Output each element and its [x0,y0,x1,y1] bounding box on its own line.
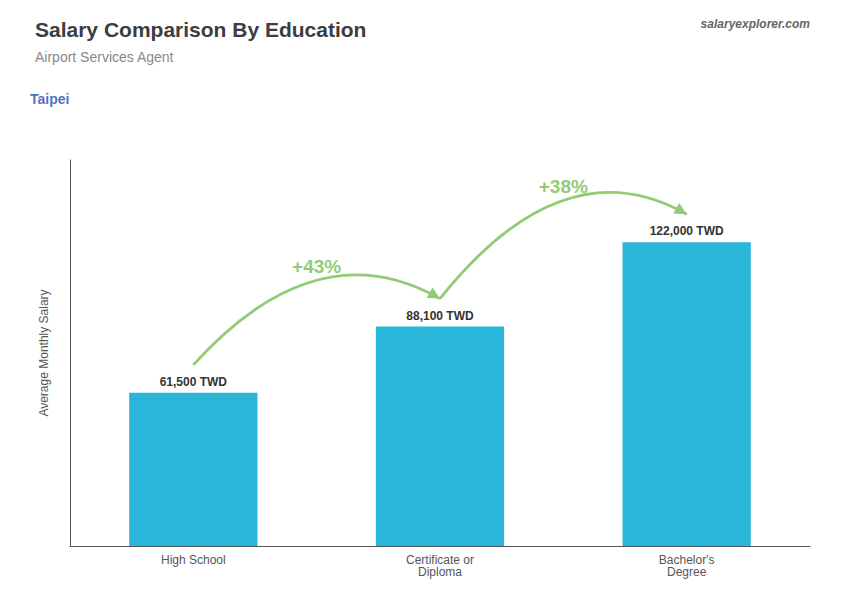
svg-text:Bachelor's: Bachelor's [658,553,715,567]
svg-text:+38%: +38% [539,176,588,197]
svg-text:Salary Comparison By Education: Salary Comparison By Education [35,18,366,41]
svg-text:Average Monthly Salary: Average Monthly Salary [37,289,51,416]
svg-text:High School: High School [161,553,226,567]
svg-text:88,100 TWD: 88,100 TWD [406,309,474,323]
svg-text:Airport Services Agent: Airport Services Agent [35,49,174,65]
svg-text:Taipei: Taipei [30,91,69,107]
svg-text:61,500 TWD: 61,500 TWD [160,375,228,389]
svg-text:Degree: Degree [667,565,707,579]
svg-text:salaryexplorer.com: salaryexplorer.com [701,17,811,31]
svg-text:Certificate or: Certificate or [406,553,474,567]
svg-text:Diploma: Diploma [418,565,462,579]
svg-text:122,000 TWD: 122,000 TWD [650,224,724,238]
svg-text:+43%: +43% [292,256,341,277]
